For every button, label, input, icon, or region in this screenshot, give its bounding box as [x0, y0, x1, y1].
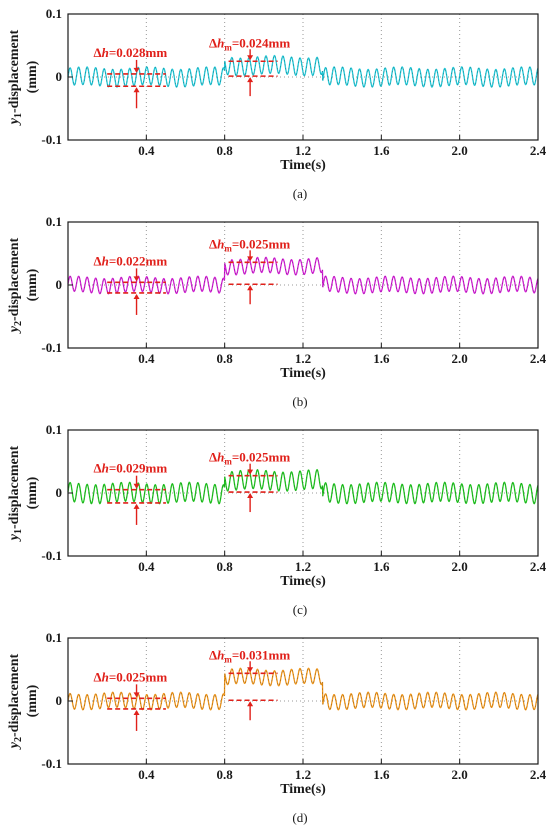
annotation-arrowhead [133, 483, 140, 489]
x-tick-label: 0.8 [217, 559, 234, 574]
y-tick-label: -0.1 [41, 340, 62, 355]
x-tick-label: 0.4 [138, 559, 155, 574]
y-tick-label: -0.1 [41, 132, 62, 147]
y-axis-title: y1-displacement [7, 29, 24, 126]
y-tick-label: 0 [56, 485, 63, 500]
annotation-delta-hm: Δhm=0.031mm [209, 647, 290, 664]
annotation-delta-h: Δh=0.028mm [93, 45, 167, 60]
plot-frame [67, 429, 539, 557]
annotation-arrowhead [247, 469, 254, 475]
x-tick-label: 0.4 [138, 143, 155, 158]
annotation-arrowhead [247, 701, 254, 707]
annotation-delta-hm: Δhm=0.025mm [209, 450, 290, 467]
panel-label: (a) [293, 186, 307, 201]
y-tick-label: 0.1 [46, 6, 62, 21]
annotation-arrowhead [133, 709, 140, 715]
y-tick-label: -0.1 [41, 756, 62, 771]
x-tick-label: 1.2 [295, 767, 311, 782]
y-axis-title: y2-displacement [7, 653, 24, 750]
x-tick-label: 0.4 [138, 351, 155, 366]
y-tick-label: 0 [56, 693, 63, 708]
x-tick-label: 2.0 [452, 143, 468, 158]
x-tick-label: 1.6 [373, 767, 390, 782]
x-tick-label: 1.2 [295, 143, 311, 158]
annotation-arrowhead [247, 493, 254, 499]
y-axis-title: y1-displacement [7, 445, 24, 542]
signal-reference-line [67, 469, 539, 505]
panel-a: 0.4 0.8 1.2 1.6 2.0 2.4 -0.1 0 0.1 Time(s) y1-disp… [7, 6, 547, 201]
annotation-arrowhead [133, 293, 140, 299]
signal-line [67, 667, 539, 711]
panel-label: (d) [292, 810, 307, 825]
x-tick-label: 0.8 [217, 143, 234, 158]
x-tick-label: 1.6 [373, 559, 390, 574]
y-axis-unit: (mm) [25, 60, 40, 93]
x-tick-label: 0.8 [217, 351, 234, 366]
annotation-arrowhead [247, 256, 254, 262]
annotation-arrowhead [247, 55, 254, 61]
annotation-arrowhead [133, 87, 140, 93]
x-axis-title: Time(s) [280, 574, 326, 589]
signal-line [67, 256, 539, 295]
x-tick-label: 2.4 [530, 143, 547, 158]
x-tick-label: 1.6 [373, 351, 390, 366]
annotation-arrowhead [133, 503, 140, 509]
y-tick-label: 0 [56, 69, 63, 84]
annotation-arrowhead [247, 285, 254, 291]
annotation-delta-h: Δh=0.022mm [93, 253, 167, 268]
annotation-delta-hm: Δhm=0.024mm [209, 35, 290, 52]
x-tick-label: 1.2 [295, 559, 311, 574]
annotation-delta-h: Δh=0.029mm [93, 461, 167, 476]
x-tick-label: 2.0 [452, 559, 468, 574]
x-tick-label: 2.4 [530, 767, 547, 782]
panel-d: 0.4 0.8 1.2 1.6 2.0 2.4 -0.1 0 0.1 Time(s) y2-disp… [7, 630, 547, 825]
x-tick-label: 0.8 [217, 767, 234, 782]
annotation-delta-h: Δh=0.025mm [93, 669, 167, 684]
y-tick-label: 0.1 [46, 214, 62, 229]
annotation-delta-hm: Δhm=0.025mm [209, 236, 290, 253]
x-axis-title: Time(s) [280, 366, 326, 381]
x-tick-label: 0.4 [138, 767, 155, 782]
annotation-arrowhead [133, 276, 140, 282]
panel-b: 0.4 0.8 1.2 1.6 2.0 2.4 -0.1 0 0.1 Time(s) y2-disp… [7, 214, 547, 409]
y-axis-unit: (mm) [25, 476, 40, 509]
annotation-arrowhead [247, 667, 254, 673]
x-axis-title: Time(s) [280, 158, 326, 173]
x-tick-label: 2.4 [530, 559, 547, 574]
y-tick-label: -0.1 [41, 548, 62, 563]
plot-frame [67, 637, 539, 765]
annotation-arrowhead [247, 77, 254, 83]
y-tick-label: 0.1 [46, 422, 62, 437]
panel-c: 0.4 0.8 1.2 1.6 2.0 2.4 -0.1 0 0.1 Time(s) y1-disp… [7, 422, 547, 617]
x-tick-label: 2.0 [452, 767, 468, 782]
x-tick-label: 1.6 [373, 143, 390, 158]
plot-frame [67, 221, 539, 349]
y-tick-label: 0 [56, 277, 63, 292]
x-tick-label: 2.0 [452, 351, 468, 366]
panel-label: (c) [293, 602, 307, 617]
annotation-arrowhead [133, 67, 140, 73]
y-axis-unit: (mm) [25, 268, 40, 301]
x-axis-title: Time(s) [280, 782, 326, 797]
annotation-arrowhead [133, 692, 140, 698]
x-tick-label: 1.2 [295, 351, 311, 366]
y-axis-title: y2-displacement [7, 237, 24, 334]
y-tick-label: 0.1 [46, 630, 62, 645]
y-axis-unit: (mm) [25, 684, 40, 717]
x-tick-label: 2.4 [530, 351, 547, 366]
signal-line [67, 54, 539, 88]
panel-label: (b) [292, 394, 307, 409]
